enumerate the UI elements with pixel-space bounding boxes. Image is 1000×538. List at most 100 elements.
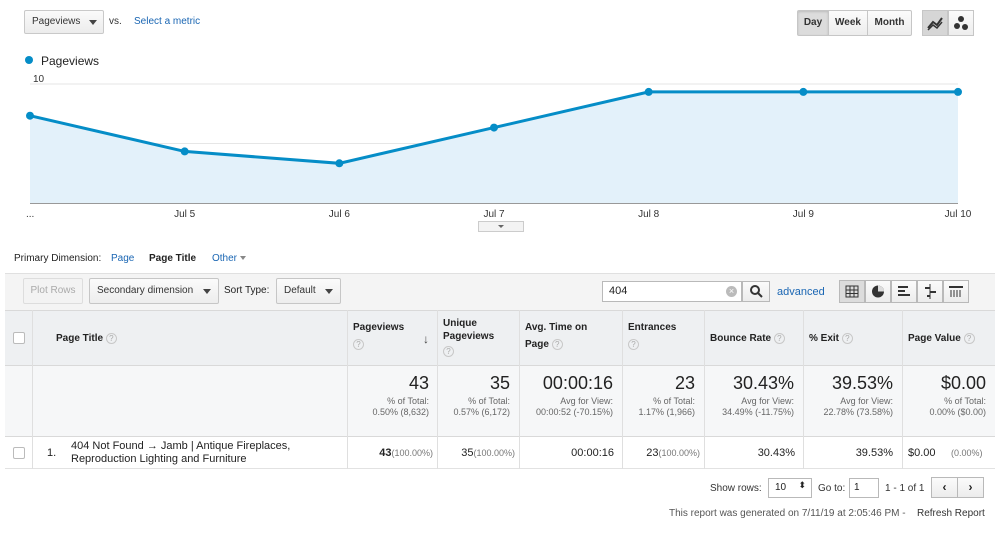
header-page-value-label: Page Value	[908, 333, 961, 344]
help-icon[interactable]: ?	[628, 338, 639, 350]
bar-list-icon	[898, 286, 910, 296]
show-rows-select[interactable]: 10 ⬍	[768, 478, 812, 498]
goto-value: 1	[854, 482, 860, 493]
select-metric-link[interactable]: Select a metric	[134, 16, 201, 27]
row-exit: 39.53%	[855, 447, 893, 459]
header-unique-pageviews[interactable]: Unique Pageviews ?	[443, 317, 494, 358]
help-icon[interactable]: ?	[353, 338, 364, 350]
y-tick-label: 10	[33, 74, 45, 85]
month-button[interactable]: Month	[867, 10, 912, 36]
header-unique-line1: Unique	[443, 318, 477, 329]
refresh-report-link[interactable]: Refresh Report	[917, 508, 985, 519]
header-page-title[interactable]: Page Title ?	[56, 332, 117, 345]
advanced-filter-link[interactable]: advanced	[777, 286, 825, 298]
dimension-page[interactable]: Page	[111, 253, 135, 264]
help-icon[interactable]: ?	[773, 332, 785, 344]
total-page-value: $0.00	[940, 373, 986, 393]
dimension-other-label: Other	[212, 253, 238, 264]
header-avg-time-line2: Page	[525, 339, 549, 350]
prev-page-button[interactable]: ‹	[931, 477, 958, 498]
search-button[interactable]	[742, 281, 770, 302]
help-icon[interactable]: ?	[841, 332, 853, 344]
dimension-other[interactable]: Other	[212, 253, 247, 264]
chevron-right-icon: ›	[968, 480, 973, 494]
data-table: Page Title ? Pageviews ? ↓ Unique Pagevi…	[5, 310, 995, 469]
header-exit-label: % Exit	[809, 333, 840, 344]
chart-collapse-handle[interactable]	[478, 221, 524, 232]
sort-desc-arrow-icon: ↓	[423, 332, 429, 346]
header-bounce-rate-label: Bounce Rate	[710, 333, 772, 344]
goto-input[interactable]: 1	[849, 478, 879, 498]
chevron-down-icon	[498, 225, 504, 228]
chevron-left-icon: ‹	[942, 480, 947, 494]
header-avg-time[interactable]: Avg. Time on Page ?	[525, 321, 587, 351]
row-entrances-pct: (100.00%)	[658, 448, 700, 458]
total-exit-sub2: 22.78% (73.58%)	[823, 407, 893, 417]
data-point	[180, 147, 189, 156]
row-index: 1.	[47, 447, 57, 459]
show-rows-value: 10	[775, 482, 787, 493]
total-entrances: 23	[674, 373, 695, 393]
x-tick-label: Jul 8	[638, 209, 660, 220]
line-chart-button[interactable]	[922, 10, 948, 36]
header-entrances[interactable]: Entrances ?	[628, 321, 676, 351]
vs-label: vs.	[109, 16, 122, 27]
chevron-down-icon	[240, 256, 247, 261]
header-page-value[interactable]: Page Value ?	[908, 332, 975, 345]
row-bounce: 30.43%	[757, 447, 795, 459]
row-unique-pct: (100.00%)	[473, 448, 515, 458]
pivot-icon	[949, 286, 963, 297]
show-rows-label: Show rows:	[710, 483, 762, 494]
sort-type-dropdown[interactable]: Default	[276, 278, 341, 304]
motion-chart-button[interactable]	[948, 10, 974, 36]
total-page-value-sub2: 0.00% ($0.00)	[929, 407, 986, 417]
total-exit-sub1: Avg for View:	[840, 396, 893, 406]
help-icon[interactable]: ?	[443, 345, 454, 357]
chevron-down-icon	[89, 20, 97, 25]
metric-dropdown[interactable]: Pageviews	[24, 10, 104, 34]
view-pivot-button[interactable]	[943, 280, 969, 303]
view-data-table-button[interactable]	[839, 280, 865, 303]
help-icon[interactable]: ?	[551, 338, 563, 350]
primary-dimension-label: Primary Dimension:	[14, 253, 102, 264]
header-avg-time-line1: Avg. Time on	[525, 322, 588, 333]
view-pie-button[interactable]	[865, 280, 891, 303]
week-button[interactable]: Week	[828, 10, 868, 36]
secondary-dimension-label: Secondary dimension	[97, 285, 194, 296]
row-title-line2: Reproduction Lighting and Furniture	[71, 453, 247, 465]
row-page-title-link[interactable]: 404 Not Found → Jamb | Antique Fireplace…	[71, 440, 290, 466]
total-pageviews: 43	[408, 373, 429, 393]
data-point	[335, 159, 344, 168]
legend-label: Pageviews	[41, 54, 100, 68]
total-unique-sub2: 0.57% (6,172)	[453, 407, 510, 417]
select-all-checkbox[interactable]	[13, 332, 25, 344]
table-grid-icon	[845, 285, 859, 298]
next-page-button[interactable]: ›	[957, 477, 984, 498]
clear-icon[interactable]: ×	[726, 286, 737, 297]
total-pageviews-sub2: 0.50% (8,632)	[372, 407, 429, 417]
row-checkbox[interactable]	[13, 447, 25, 459]
metric-dropdown-label: Pageviews	[32, 16, 81, 27]
row-entrances: 23(100.00%)	[623, 447, 700, 459]
secondary-dimension-dropdown[interactable]: Secondary dimension	[89, 278, 219, 304]
header-pageviews[interactable]: Pageviews ?	[353, 321, 404, 351]
view-performance-button[interactable]	[891, 280, 917, 303]
x-tick-label: Jul 6	[329, 209, 351, 220]
table-row	[5, 437, 995, 469]
total-entrances-sub2: 1.17% (1,966)	[638, 407, 695, 417]
row-avg-time: 00:00:16	[571, 447, 614, 459]
header-page-title-label: Page Title	[56, 333, 104, 344]
header-bounce-rate[interactable]: Bounce Rate ?	[710, 332, 785, 345]
table-filter-input[interactable]: 404 ×	[602, 281, 742, 302]
plot-rows-button[interactable]: Plot Rows	[23, 278, 83, 304]
day-button[interactable]: Day	[797, 10, 829, 36]
dimension-page-title[interactable]: Page Title	[149, 253, 197, 264]
report-generated-text: This report was generated on 7/11/19 at …	[669, 508, 906, 519]
help-icon[interactable]: ?	[963, 332, 975, 344]
header-exit[interactable]: % Exit ?	[809, 332, 853, 345]
legend-swatch	[25, 56, 33, 64]
view-comparison-button[interactable]	[917, 280, 943, 303]
help-icon[interactable]: ?	[105, 332, 117, 344]
chevron-down-icon	[325, 289, 333, 294]
total-bounce: 30.43%	[732, 373, 794, 393]
